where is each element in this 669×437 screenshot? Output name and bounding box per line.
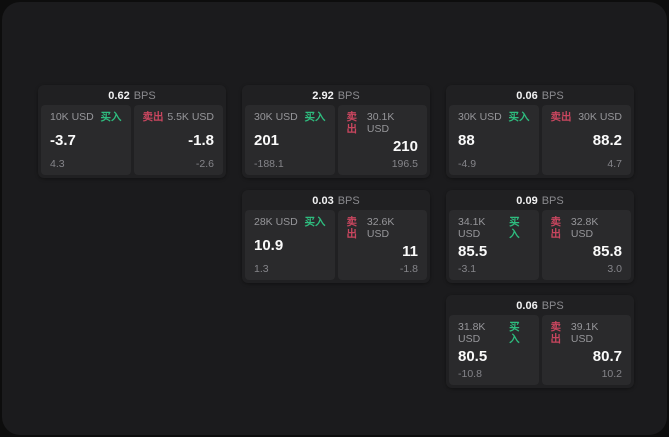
buy-quote-tile[interactable]: 30K USD 买入 201 -188.1 <box>245 105 335 175</box>
spread-unit-label: BPS <box>541 195 564 207</box>
sell-price: 88.2 <box>592 132 622 149</box>
buy-side-label: 买入 <box>508 111 530 123</box>
buy-price: 201 <box>254 132 280 149</box>
buy-size-label: 34.1K USD <box>458 216 486 240</box>
sell-size-label: 5.5K USD <box>167 111 214 123</box>
sell-sub-value: 4.7 <box>607 158 622 170</box>
sell-side-label: 卖出 <box>550 321 562 345</box>
sell-sub-value: -2.6 <box>195 158 214 170</box>
sell-quote-tile[interactable]: 卖出 5.5K USD -1.8 -2.6 <box>133 105 223 175</box>
buy-side-label: 买入 <box>509 321 520 345</box>
spread-unit-label: BPS <box>541 90 564 102</box>
sell-quote-tile[interactable]: 卖出 39.1K USD 80.7 10.2 <box>541 315 631 385</box>
buy-sub-value: 1.3 <box>254 263 269 275</box>
spread-value: 2.92 <box>312 90 334 102</box>
spread-unit-label: BPS <box>337 195 360 207</box>
sell-side-label: 卖出 <box>142 111 164 123</box>
sell-sub-value: 3.0 <box>607 263 622 275</box>
sell-quote-tile[interactable]: 卖出 32.8K USD 85.8 3.0 <box>541 210 631 280</box>
spread-header: 0.62 BPS <box>41 88 223 105</box>
quote-cards-grid: 0.62 BPS 10K USD 买入 -3.7 4.3 卖出 5.5K USD <box>38 85 634 388</box>
buy-sub-value: -188.1 <box>254 158 284 170</box>
spread-value: 0.62 <box>108 90 130 102</box>
quote-card-4: 0.03 BPS 28K USD 买入 10.9 1.3 卖出 32.6K USD <box>242 190 430 283</box>
spread-header: 0.03 BPS <box>245 193 427 210</box>
spread-header: 2.92 BPS <box>245 88 427 105</box>
buy-quote-tile[interactable]: 34.1K USD 买入 85.5 -3.1 <box>449 210 539 280</box>
sell-price: -1.8 <box>188 132 214 149</box>
buy-side-label: 买入 <box>304 111 326 123</box>
spread-unit-label: BPS <box>337 90 360 102</box>
buy-size-label: 28K USD <box>254 216 298 228</box>
sell-size-label: 30K USD <box>578 111 622 123</box>
sell-size-label: 30.1K USD <box>366 111 395 135</box>
spread-header: 0.06 BPS <box>449 88 631 105</box>
buy-quote-tile[interactable]: 10K USD 买入 -3.7 4.3 <box>41 105 131 175</box>
buy-quote-tile[interactable]: 28K USD 买入 10.9 1.3 <box>245 210 335 280</box>
sell-price: 85.8 <box>592 243 622 260</box>
buy-price: 88 <box>458 132 475 149</box>
buy-price: -3.7 <box>50 132 76 149</box>
sell-quote-tile[interactable]: 卖出 30.1K USD 210 196.5 <box>337 105 427 175</box>
sell-quote-tile[interactable]: 卖出 32.6K USD 11 -1.8 <box>337 210 427 280</box>
buy-sub-value: 4.3 <box>50 158 65 170</box>
spread-value: 0.09 <box>516 195 538 207</box>
sell-sub-value: 196.5 <box>391 158 418 170</box>
sell-price: 11 <box>402 243 418 260</box>
buy-size-label: 30K USD <box>254 111 298 123</box>
sell-size-label: 39.1K USD <box>570 321 599 345</box>
sell-size-label: 32.8K USD <box>570 216 599 240</box>
quote-card-6: 0.06 BPS 31.8K USD 买入 80.5 -10.8 卖出 39.1K… <box>446 295 634 388</box>
buy-quote-tile[interactable]: 30K USD 买入 88 -4.9 <box>449 105 539 175</box>
quote-card-5: 0.09 BPS 34.1K USD 买入 85.5 -3.1 卖出 32.8K … <box>446 190 634 283</box>
sell-sub-value: 10.2 <box>601 368 622 380</box>
spread-value: 0.06 <box>516 90 538 102</box>
buy-size-label: 31.8K USD <box>458 321 486 345</box>
buy-sub-value: -10.8 <box>458 368 482 380</box>
sell-price: 210 <box>392 138 418 155</box>
buy-size-label: 10K USD <box>50 111 94 123</box>
buy-sub-value: -3.1 <box>458 263 477 275</box>
sell-side-label: 卖出 <box>550 216 562 240</box>
spread-value: 0.06 <box>516 300 538 312</box>
buy-side-label: 买入 <box>100 111 122 123</box>
buy-side-label: 买入 <box>509 216 520 240</box>
spread-value: 0.03 <box>312 195 334 207</box>
buy-quote-tile[interactable]: 31.8K USD 买入 80.5 -10.8 <box>449 315 539 385</box>
sell-price: 80.7 <box>592 348 622 365</box>
quote-card-3: 0.06 BPS 30K USD 买入 88 -4.9 卖出 30K USD <box>446 85 634 178</box>
buy-side-label: 买入 <box>304 216 326 228</box>
sell-sub-value: -1.8 <box>399 263 418 275</box>
sell-side-label: 卖出 <box>346 216 358 240</box>
sell-quote-tile[interactable]: 卖出 30K USD 88.2 4.7 <box>541 105 631 175</box>
sell-side-label: 卖出 <box>550 111 572 123</box>
buy-price: 80.5 <box>458 348 488 365</box>
spread-header: 0.06 BPS <box>449 298 631 315</box>
sell-side-label: 卖出 <box>346 111 358 135</box>
buy-price: 10.9 <box>254 237 284 254</box>
quote-card-1: 0.62 BPS 10K USD 买入 -3.7 4.3 卖出 5.5K USD <box>38 85 226 178</box>
buy-size-label: 30K USD <box>458 111 502 123</box>
buy-price: 85.5 <box>458 243 488 260</box>
spread-unit-label: BPS <box>541 300 564 312</box>
sell-size-label: 32.6K USD <box>366 216 395 240</box>
spread-unit-label: BPS <box>133 90 156 102</box>
spread-header: 0.09 BPS <box>449 193 631 210</box>
quote-card-2: 2.92 BPS 30K USD 买入 201 -188.1 卖出 30.1K U… <box>242 85 430 178</box>
buy-sub-value: -4.9 <box>458 158 477 170</box>
